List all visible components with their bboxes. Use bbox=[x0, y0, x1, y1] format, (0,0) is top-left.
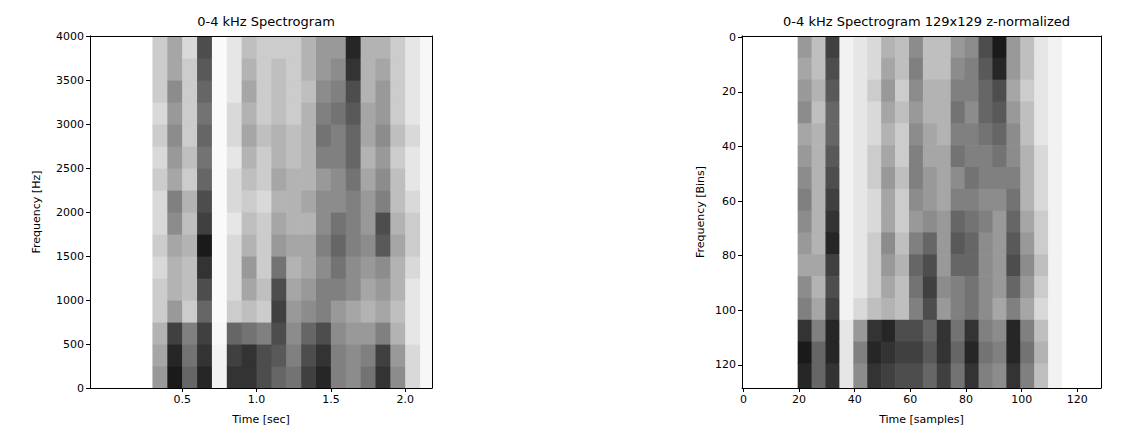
svg-text:1000: 1000 bbox=[56, 294, 84, 307]
svg-text:40: 40 bbox=[848, 393, 862, 406]
svg-text:120: 120 bbox=[715, 358, 736, 371]
svg-text:2500: 2500 bbox=[56, 162, 84, 175]
svg-text:500: 500 bbox=[63, 338, 84, 351]
svg-text:60: 60 bbox=[903, 393, 917, 406]
svg-text:100: 100 bbox=[715, 304, 736, 317]
svg-text:0: 0 bbox=[77, 382, 84, 395]
svg-text:1.5: 1.5 bbox=[322, 393, 340, 406]
svg-text:Frequency [Hz]: Frequency [Hz] bbox=[30, 171, 43, 254]
svg-text:Frequency [Bins]: Frequency [Bins] bbox=[694, 166, 707, 258]
svg-text:100: 100 bbox=[1011, 393, 1032, 406]
svg-text:0.5: 0.5 bbox=[173, 393, 191, 406]
svg-text:0-4 kHz Spectrogram: 0-4 kHz Spectrogram bbox=[197, 14, 335, 29]
svg-text:Time [sec]: Time [sec] bbox=[231, 413, 290, 426]
svg-text:120: 120 bbox=[1067, 393, 1088, 406]
svg-text:60: 60 bbox=[722, 195, 736, 208]
svg-text:20: 20 bbox=[722, 85, 736, 98]
svg-text:80: 80 bbox=[722, 249, 736, 262]
svg-text:2.0: 2.0 bbox=[396, 393, 414, 406]
svg-text:20: 20 bbox=[792, 393, 806, 406]
svg-text:1500: 1500 bbox=[56, 250, 84, 263]
svg-text:Time [samples]: Time [samples] bbox=[878, 413, 964, 426]
svg-text:2000: 2000 bbox=[56, 206, 84, 219]
svg-text:3000: 3000 bbox=[56, 118, 84, 131]
svg-text:0: 0 bbox=[729, 31, 736, 44]
svg-text:0-4 kHz Spectrogram 129x129 z-: 0-4 kHz Spectrogram 129x129 z-normalized bbox=[783, 14, 1070, 29]
svg-text:3500: 3500 bbox=[56, 74, 84, 87]
svg-text:40: 40 bbox=[722, 140, 736, 153]
svg-text:0: 0 bbox=[740, 393, 747, 406]
svg-text:4000: 4000 bbox=[56, 30, 84, 43]
svg-text:1.0: 1.0 bbox=[248, 393, 266, 406]
svg-text:80: 80 bbox=[959, 393, 973, 406]
